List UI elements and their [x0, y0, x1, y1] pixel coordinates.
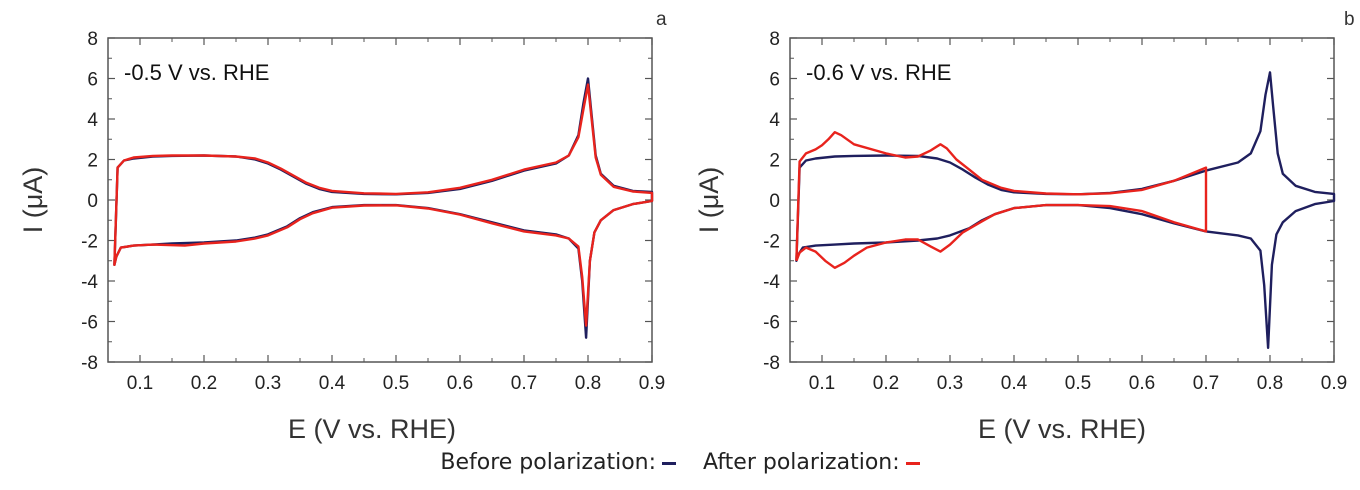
panel-a-y-tick-label: -2 — [81, 232, 98, 253]
panel-b-x-tick-label: 0.5 — [1065, 373, 1091, 394]
panel-b-x-tick-label: 0.4 — [1001, 373, 1028, 394]
panel-a-x-axis-label: E (V vs. RHE) — [288, 414, 456, 444]
panel-a-x-tick-label: 0.6 — [447, 373, 473, 394]
panel-b-before-polarization-curve — [795, 71, 1336, 349]
panel-a-curves — [113, 77, 654, 339]
panel-b-y-tick-label: -6 — [763, 313, 780, 334]
legend-label-after: After polarization: — [703, 450, 900, 475]
panel-a-x-tick-label: 0.5 — [383, 373, 409, 394]
panel-a-y-axis-label: I (μA) — [18, 167, 48, 234]
panel-b-x-tick-label: 0.3 — [937, 373, 963, 394]
panel-a-x-tick-label: 0.4 — [319, 373, 346, 394]
panel-a-y-tick-label: 6 — [87, 70, 98, 91]
panel-b-y-tick-label: 6 — [769, 70, 780, 91]
panel-b-x-tick-label: 0.2 — [873, 373, 899, 394]
panel-a-y-tick-label: -4 — [81, 272, 98, 293]
panel-b: 0.1 0.2 0.3 0.4 0.5 0.6 0.7 0.8 0.9 8 6 4 2 0 -2 -4 -6 -8… — [694, 9, 1355, 444]
panel-b-y-tick-label: -4 — [763, 272, 780, 293]
panel-b-x-tick-label: 0.9 — [1321, 373, 1347, 394]
panel-a-letter: a — [656, 9, 667, 30]
panel-b-letter: b — [1344, 9, 1355, 30]
panel-a-x-tick-label: 0.7 — [511, 373, 537, 394]
panel-a-x-tick-label: 0.8 — [575, 373, 601, 394]
panel-b-y-tick-label: 4 — [769, 110, 780, 131]
panel-b-plot-frame — [789, 37, 1335, 363]
panel-b-annotation: -0.6 V vs. RHE — [806, 60, 951, 85]
panel-a-y-tick-label: -8 — [81, 353, 98, 374]
panel-a-x-tick-label: 0.1 — [127, 373, 153, 394]
panel-b-y-tick-label: 8 — [769, 29, 780, 50]
panel-b-x-tick-label: 0.7 — [1193, 373, 1219, 394]
panel-a-ticks: 0.1 0.2 0.3 0.4 0.5 0.6 0.7 0.8 0.9 8 6 4 2 0 -2 -4 -6 -8 — [81, 29, 665, 394]
panel-a-y-tick-label: 4 — [87, 110, 98, 131]
panel-b-y-tick-label: -8 — [763, 353, 780, 374]
legend-label-before: Before polarization: — [440, 450, 657, 475]
legend-swatch-before — [662, 461, 677, 465]
panel-b-x-axis-label: E (V vs. RHE) — [978, 414, 1146, 444]
legend-swatch-after — [905, 461, 920, 465]
panel-b-x-tick-label: 0.1 — [809, 373, 835, 394]
panel-b-after-polarization-curve — [795, 131, 1208, 269]
legend-item-after: After polarization: — [703, 450, 920, 475]
panel-a-x-tick-label: 0.3 — [255, 373, 281, 394]
panel-b-y-tick-label: -2 — [763, 232, 780, 253]
panel-b-ticks: 0.1 0.2 0.3 0.4 0.5 0.6 0.7 0.8 0.9 8 6 4 2 0 -2 -4 -6 -8 — [763, 29, 1347, 394]
panel-b-x-tick-label: 0.6 — [1129, 373, 1155, 394]
panel-b-y-tick-label: 0 — [769, 191, 780, 212]
legend-item-before: Before polarization: — [440, 450, 677, 475]
panel-a-after-polarization-curve — [113, 83, 654, 327]
panel-b-curves — [795, 71, 1336, 349]
legend: Before polarization: After polarization: — [0, 450, 1360, 475]
panel-a-x-tick-label: 0.9 — [639, 373, 665, 394]
panel-a-y-tick-label: 2 — [87, 151, 98, 172]
panel-a-before-polarization-curve — [113, 77, 654, 339]
panel-a-x-tick-label: 0.2 — [191, 373, 217, 394]
panel-b-x-tick-label: 0.8 — [1257, 373, 1283, 394]
panel-b-y-tick-label: 2 — [769, 151, 780, 172]
panel-a: 0.1 0.2 0.3 0.4 0.5 0.6 0.7 0.8 0.9 8 6 4 2 0 -2 -4 -6 -8… — [18, 9, 667, 444]
panel-a-y-tick-label: 0 — [87, 191, 98, 212]
panel-a-y-tick-label: 8 — [87, 29, 98, 50]
panel-a-annotation: -0.5 V vs. RHE — [124, 60, 269, 85]
cyclic-voltammetry-figure: 0.1 0.2 0.3 0.4 0.5 0.6 0.7 0.8 0.9 8 6 4 2 0 -2 -4 -6 -8… — [18, 9, 1355, 444]
panel-b-y-axis-label: I (μA) — [694, 167, 724, 234]
panel-a-plot-frame — [107, 37, 653, 363]
panel-a-y-tick-label: -6 — [81, 313, 98, 334]
